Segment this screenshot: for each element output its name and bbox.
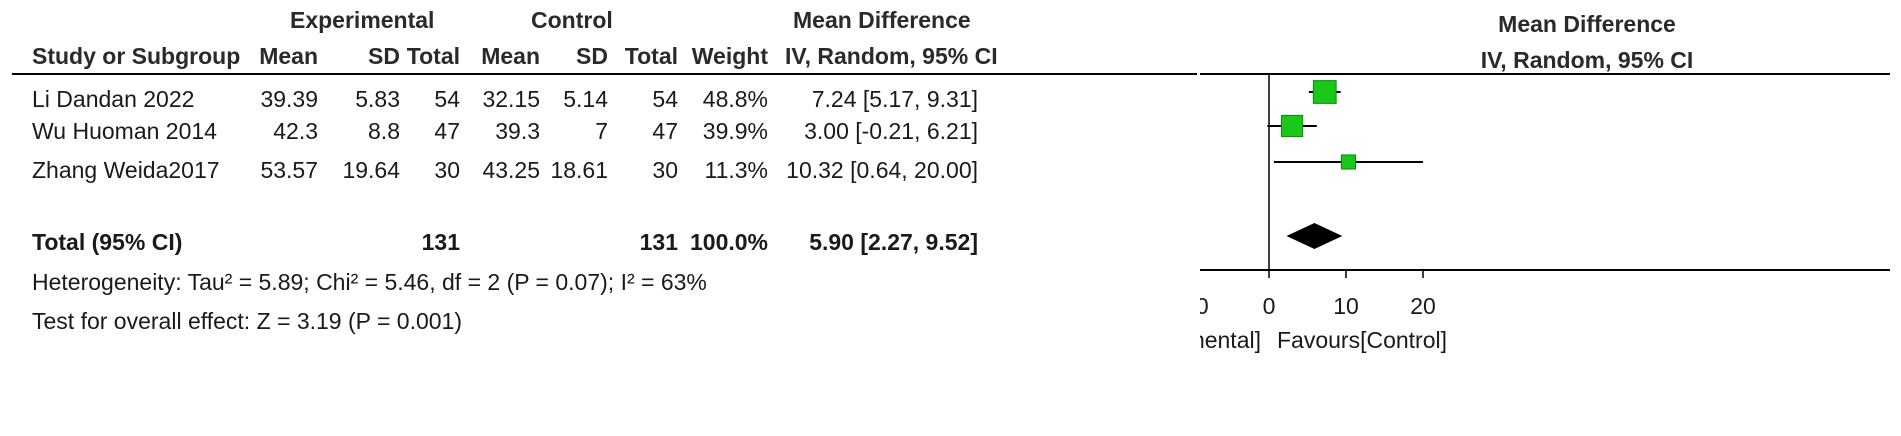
col-header-study: Study or Subgroup xyxy=(32,43,241,69)
col-header-exp-sd: SD xyxy=(368,43,400,69)
ctrl-mean: 39.3 xyxy=(495,118,540,144)
exp-mean: 39.39 xyxy=(260,86,318,112)
col-header-exp-mean: Mean xyxy=(259,43,318,69)
col-header-weight: Weight xyxy=(691,43,768,69)
col-header-ctrl-total: Total xyxy=(624,43,678,69)
total-weight: 100.0% xyxy=(689,229,768,255)
overall-effect-text: Test for overall effect: Z = 3.19 (P = 0… xyxy=(32,308,462,334)
ci-text: 10.32 [0.64, 20.00] xyxy=(786,157,978,183)
exp-mean: 53.57 xyxy=(260,157,318,183)
total-exp-total: 131 xyxy=(421,229,460,255)
heterogeneity-text: Heterogeneity: Tau² = 5.89; Chi² = 5.46,… xyxy=(32,269,707,295)
ci-text: 7.24 [5.17, 9.31] xyxy=(811,86,978,112)
ctrl-total: 47 xyxy=(652,118,678,144)
x-tick-label: 10 xyxy=(1333,293,1359,319)
ctrl-sd: 5.14 xyxy=(563,86,608,112)
group-header-control: Control xyxy=(531,7,613,33)
favours-control-label: Favours[Control] xyxy=(1277,327,1447,353)
ci-text: 3.00 [-0.21, 6.21] xyxy=(804,118,978,144)
study-name: Wu Huoman 2014 xyxy=(32,118,217,144)
ctrl-sd: 7 xyxy=(595,118,608,144)
plot-title: Mean Difference xyxy=(1498,11,1676,37)
forest-plot: Mean Difference IV, Random, 95% CI -20-1… xyxy=(1200,11,1890,353)
weight: 48.8% xyxy=(702,86,768,112)
total-label: Total (95% CI) xyxy=(32,229,183,255)
ctrl-sd: 18.61 xyxy=(550,157,608,183)
exp-sd: 19.64 xyxy=(342,157,400,183)
x-tick-label: -10 xyxy=(1200,293,1209,319)
exp-total: 54 xyxy=(434,86,460,112)
ctrl-mean: 43.25 xyxy=(482,157,540,183)
group-header-mean-difference: Mean Difference xyxy=(793,7,971,33)
ctrl-mean: 32.15 xyxy=(482,86,540,112)
group-header-experimental: Experimental xyxy=(290,7,435,33)
study-name: Zhang Weida2017 xyxy=(32,157,220,183)
exp-sd: 5.83 xyxy=(355,86,400,112)
ctrl-total: 30 xyxy=(652,157,678,183)
exp-sd: 8.8 xyxy=(368,118,400,144)
plot-subtitle: IV, Random, 95% CI xyxy=(1481,47,1694,73)
exp-mean: 42.3 xyxy=(273,118,318,144)
effect-marker xyxy=(1340,154,1356,170)
total-ctrl-total: 131 xyxy=(639,229,678,255)
study-name: Li Dandan 2022 xyxy=(32,86,195,112)
ctrl-total: 54 xyxy=(652,86,678,112)
col-header-method: IV, Random, 95% CI xyxy=(785,43,998,69)
col-header-exp-total: Total xyxy=(406,43,460,69)
exp-total: 47 xyxy=(434,118,460,144)
weight: 11.3% xyxy=(704,157,768,183)
col-header-ctrl-sd: SD xyxy=(576,43,608,69)
pooled-diamond xyxy=(1286,223,1343,249)
col-header-ctrl-mean: Mean xyxy=(481,43,540,69)
x-tick-label: 0 xyxy=(1263,293,1276,319)
weight: 39.9% xyxy=(702,118,768,144)
effect-marker xyxy=(1312,80,1337,104)
effect-marker xyxy=(1281,114,1304,138)
x-tick-label: 20 xyxy=(1410,293,1436,319)
favours-experimental-label: Favours[experimental] xyxy=(1200,327,1261,353)
total-ci-text: 5.90 [2.27, 9.52] xyxy=(809,229,978,255)
header-rule xyxy=(12,73,1197,75)
exp-total: 30 xyxy=(434,157,460,183)
